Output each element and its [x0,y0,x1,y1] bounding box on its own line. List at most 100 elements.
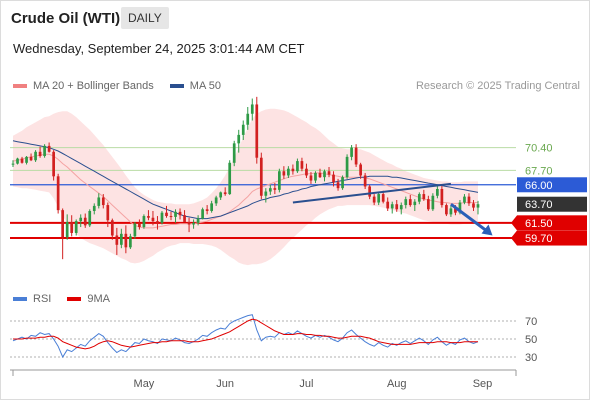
level-label-67.70: 67.70 [525,165,553,177]
candle-body [92,205,96,211]
candle-body [56,176,60,211]
candle-body [350,147,353,157]
candle-body [368,186,372,197]
header-bar: Crude Oil (WTI) DAILY [0,0,590,36]
candle-body [259,157,263,196]
candle-body [16,158,19,164]
candle-body [246,113,250,125]
candle-body [381,194,385,202]
bollinger-band [13,108,478,266]
candle-body [408,199,412,206]
candle-body [115,235,119,245]
month-label-aug: Aug [387,378,407,390]
candle-body [445,205,448,215]
candle-body [20,158,24,163]
candle-body [214,197,218,204]
ma9-legend-label: 9MA [87,293,110,305]
candle-body [354,147,358,165]
candle-body [38,151,42,157]
candle-body [449,208,453,215]
level-label-66.00: 66.00 [525,180,553,192]
candle-body [151,217,155,222]
ma50-legend-label: MA 50 [189,80,221,92]
candle-body [282,171,286,176]
candle-body [119,233,123,245]
candle-body [11,163,15,165]
candle-body [359,164,362,176]
candle-body [345,156,349,178]
research-credit: Research © 2025 Trading Central [415,80,580,92]
candle-body [160,212,164,223]
candle-body [65,221,69,238]
candle-body [336,182,340,189]
candle-body [268,188,272,192]
candle-body [472,203,475,208]
candle-body [210,203,213,211]
candle-body [454,208,457,213]
candle-body [237,134,241,144]
candle-body [133,223,137,237]
candle-body [287,168,290,176]
candle-body [417,194,421,202]
level-tag-pointer-59.70 [511,230,517,246]
candle-body [440,189,444,206]
candle-body [390,204,394,209]
candle-body [431,195,435,210]
timestamp: Wednesday, September 24, 2025 3:01:44 AM… [13,41,305,56]
rsi-tick-70: 70 [525,316,537,328]
rsi-swatch [13,297,27,301]
candle-body [178,211,182,216]
rsi-legend-label: RSI [33,293,52,305]
rsi-tick-50: 50 [525,334,537,346]
candle-body [129,236,132,248]
candle-body [79,217,83,222]
ma50-swatch [169,84,184,88]
candle-body [232,143,236,163]
candle-body [165,212,168,217]
candle-body [296,161,299,172]
candle-body [183,215,186,222]
candle-body [305,168,308,176]
rsi-legend: RSI 9MA [13,293,126,305]
candle-body [47,145,51,152]
candle-body [187,221,191,225]
candle-body [318,172,322,178]
trendline [292,182,452,204]
candle-body [426,199,430,210]
candle-body [192,222,195,225]
candle-body [372,196,376,203]
candle-body [278,171,281,190]
forecast-arrow-shaft [450,203,489,233]
candle-body [273,188,277,190]
candle-body [169,216,173,218]
candle-body [43,145,46,157]
candle-body [106,205,110,221]
candle-body [142,216,146,228]
candle-body [323,171,326,178]
candle-body [309,175,313,181]
timeframe-badge[interactable]: DAILY [121,7,169,29]
rsi-ma9-line [13,318,478,350]
candle-body [201,209,204,219]
candle-body [228,162,232,195]
candle-body [88,210,92,226]
candle-body [147,216,150,218]
candle-body [404,199,408,206]
candle-body [300,161,304,169]
candle-body [458,202,462,213]
candle-body [97,197,101,206]
candle-body [332,174,335,183]
candle-body [386,201,390,209]
candle-body [110,220,114,236]
candle-body [223,192,227,195]
candle-body [341,177,344,189]
instrument-title: Crude Oil (WTI) [11,10,121,27]
candle-body [61,210,65,238]
candle-body [83,217,87,226]
candle-body [174,211,177,217]
candle-body [422,194,426,200]
level-tag-66.00 [517,177,587,193]
candle-body [156,221,159,223]
level-label-63.70: 63.70 [525,199,553,211]
